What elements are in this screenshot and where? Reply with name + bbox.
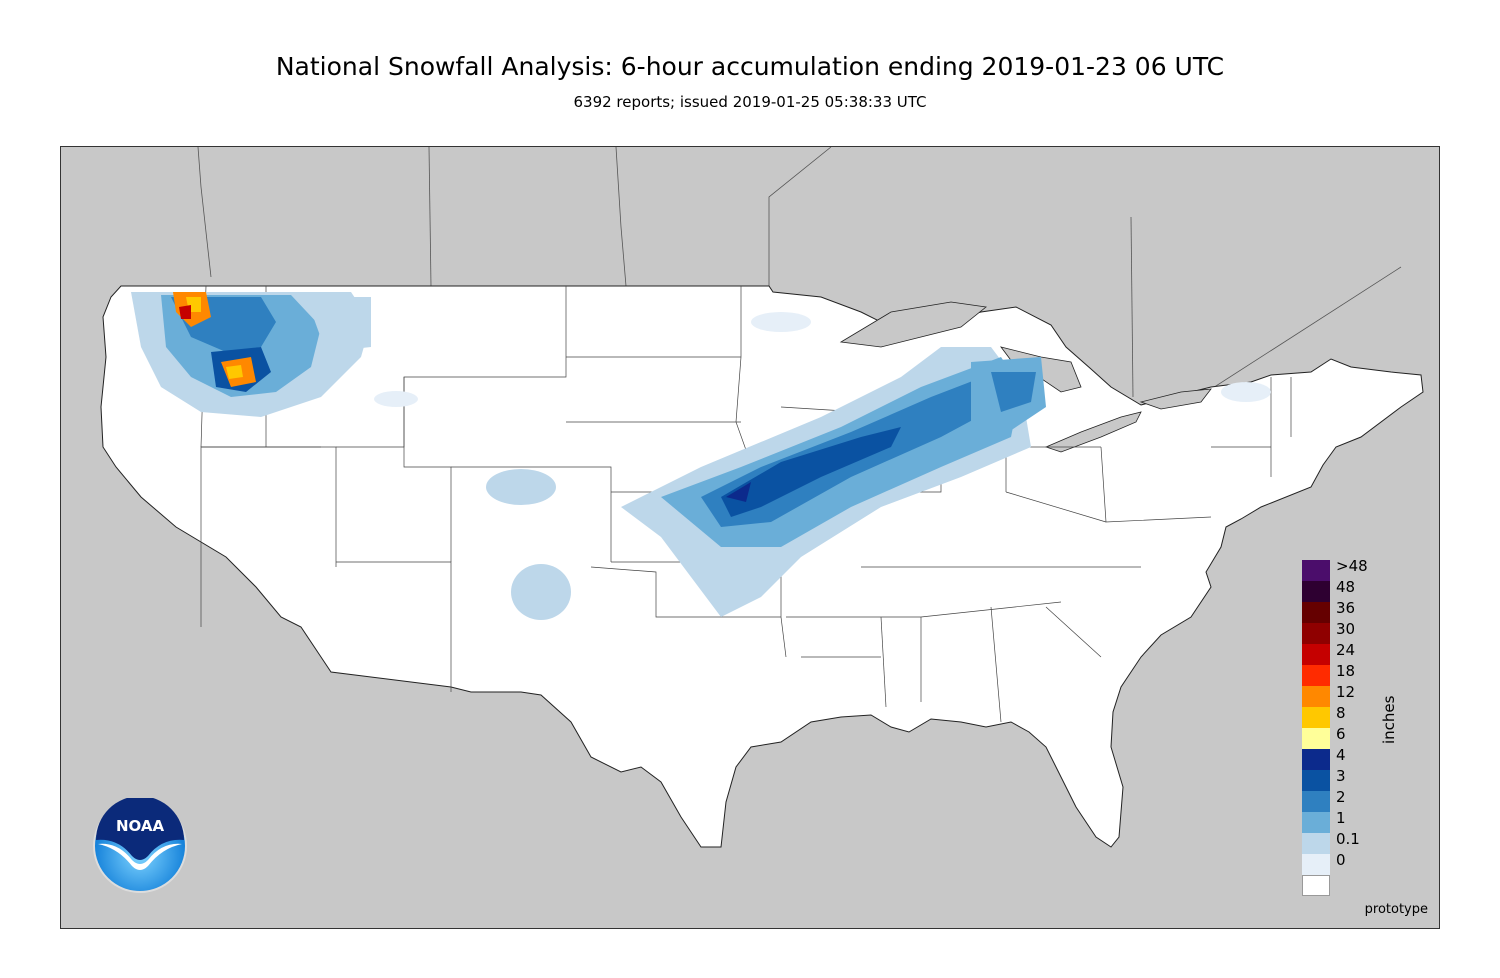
legend-tick-label: 3: [1336, 767, 1346, 785]
map-canvas: [61, 147, 1439, 928]
legend-tick-label: 2: [1336, 788, 1346, 806]
legend-swatch: [1302, 560, 1330, 581]
canada-province-lines: [197, 147, 1402, 448]
legend-tick-label: 24: [1336, 641, 1356, 659]
legend-tick-label: 30: [1336, 620, 1356, 638]
legend-swatch: [1302, 791, 1330, 812]
legend-tick-label: 36: [1336, 599, 1356, 617]
noaa-logo: NOAA: [93, 798, 187, 893]
legend-tick-label: 18: [1336, 662, 1356, 680]
legend-tick-label: >48: [1336, 557, 1368, 575]
logo-text: NOAA: [116, 817, 165, 835]
snowfall-map: [60, 146, 1440, 929]
map-title: National Snowfall Analysis: 6-hour accum…: [275, 52, 1225, 81]
legend-swatch: [1302, 686, 1330, 707]
legend-swatch: [1302, 728, 1330, 749]
map-subtitle: 6392 reports; issued 2019-01-25 05:38:33…: [573, 93, 927, 111]
legend-swatch: [1302, 875, 1330, 896]
legend-tick-label: 8: [1336, 704, 1346, 722]
legend-swatch: [1302, 833, 1330, 854]
legend-swatch: [1302, 665, 1330, 686]
prototype-label: prototype: [1364, 902, 1428, 917]
legend-swatch: [1302, 812, 1330, 833]
legend-tick-label: 48: [1336, 578, 1356, 596]
legend-swatch: [1302, 644, 1330, 665]
legend-swatch: [1302, 854, 1330, 875]
legend-swatch: [1302, 623, 1330, 644]
legend-swatch: [1302, 707, 1330, 728]
legend-swatch: [1302, 749, 1330, 770]
legend-tick-label: 4: [1336, 746, 1346, 764]
legend-swatch: [1302, 602, 1330, 623]
legend-tick-label: 12: [1336, 683, 1356, 701]
legend-tick-label: 0.1: [1336, 830, 1360, 848]
legend-tick-label: 1: [1336, 809, 1346, 827]
snowfall-shading: [131, 292, 1271, 620]
legend-swatch: [1302, 770, 1330, 791]
legend-swatch: [1302, 581, 1330, 602]
legend-tick-label: 0: [1336, 851, 1346, 869]
legend-unit-label: inches: [1380, 695, 1398, 744]
legend-tick-label: 6: [1336, 725, 1346, 743]
